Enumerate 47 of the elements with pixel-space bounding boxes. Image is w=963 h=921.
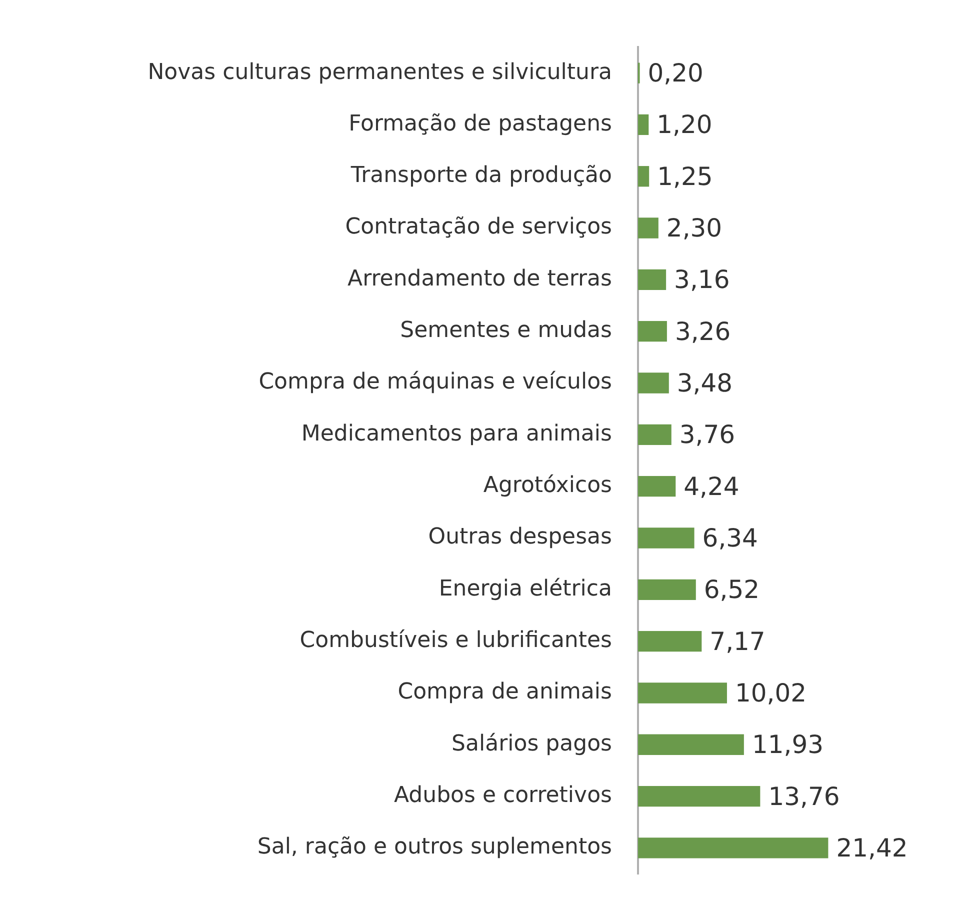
data-label: 1,25 (657, 162, 713, 191)
y-tick-label: Sementes e mudas (400, 318, 612, 344)
data-label: 4,24 (684, 472, 740, 501)
bar (638, 579, 696, 600)
data-label: 21,42 (836, 833, 908, 862)
data-label: 6,52 (704, 575, 760, 604)
bar (638, 838, 828, 858)
bar (638, 218, 658, 238)
y-tick-label: Combustíveis e lubrificantes (300, 628, 612, 654)
data-label: 0,20 (648, 58, 704, 88)
data-label: 6,34 (702, 523, 758, 552)
bar (638, 321, 667, 342)
data-label: 3,26 (674, 316, 731, 346)
bar (638, 424, 672, 445)
y-tick-label: Contratação de serviços (345, 214, 612, 240)
data-label: 7,17 (710, 626, 766, 656)
data-label: 2,30 (666, 214, 722, 243)
bar (638, 630, 702, 652)
data-label: 3,16 (674, 265, 730, 294)
y-tick-label: Medicamentos para animais (301, 421, 612, 446)
bar (638, 734, 744, 755)
data-label: 3,48 (676, 368, 733, 398)
y-tick-label: Compra de animais (398, 680, 612, 705)
y-tick-label: Energia elétrica (438, 576, 612, 602)
y-tick-label: Agrotóxicos (483, 473, 612, 498)
y-tick-label: Formação de pastagens (348, 111, 612, 136)
data-label: 11,93 (752, 730, 824, 760)
data-label: 1,20 (656, 110, 712, 140)
y-tick-label: Outras despesas (428, 524, 612, 550)
y-tick-label: Salários pagos (452, 731, 612, 756)
y-tick-label: Novas culturas permanentes e silvicultura (148, 60, 612, 85)
bar (638, 114, 649, 136)
bar (638, 682, 727, 704)
y-tick-label: Transporte da produção (350, 163, 612, 188)
y-tick-label: Adubos e corretivos (394, 783, 612, 808)
data-label: 3,76 (679, 420, 736, 450)
data-label: 13,76 (768, 782, 840, 811)
y-tick-label: Sal, ração e outros suplementos (257, 834, 612, 860)
bar (638, 166, 650, 187)
bar (638, 528, 694, 548)
bar (638, 476, 676, 497)
data-label: 10,02 (734, 678, 807, 708)
bar (638, 269, 666, 290)
y-tick-label: Arrendamento de terras (348, 266, 612, 292)
bar (638, 786, 760, 807)
bar (638, 372, 669, 394)
y-tick-label: Compra de máquinas e veículos (258, 370, 612, 395)
